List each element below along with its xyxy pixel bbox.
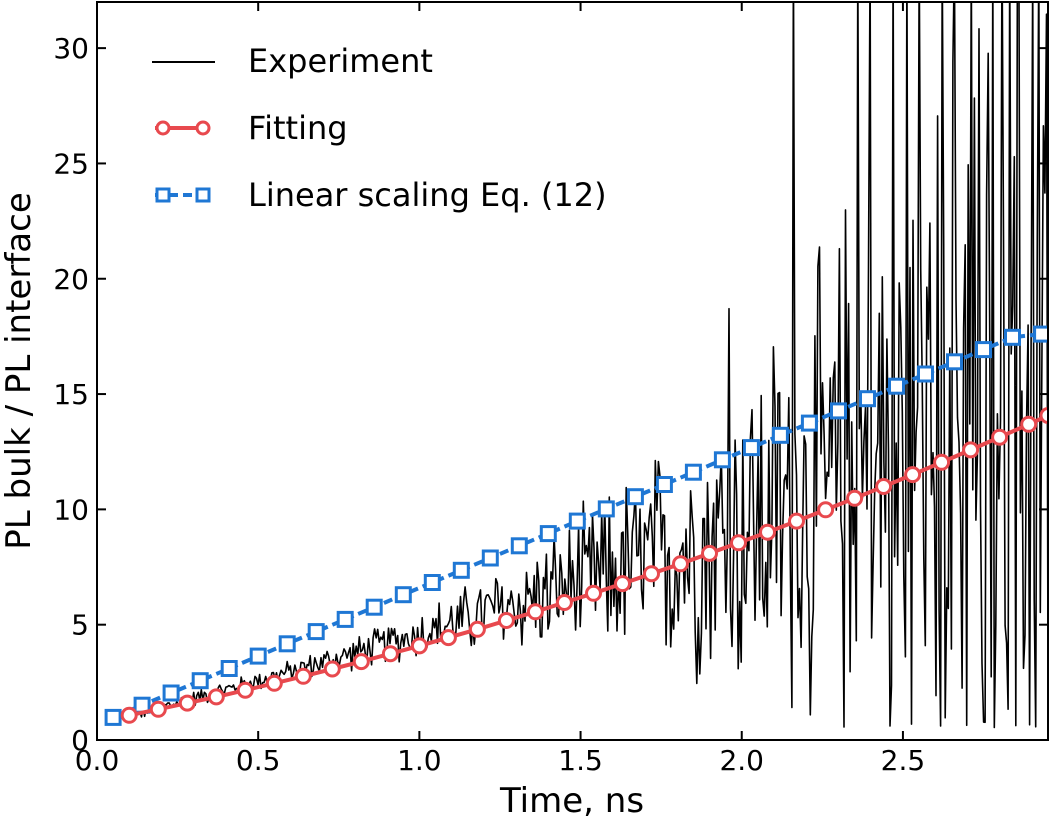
series-fitting-marker	[846, 489, 864, 507]
series-linear-marker	[104, 708, 122, 726]
series-fitting-marker	[120, 706, 138, 724]
y-tick-label: 5	[71, 609, 89, 642]
series-linear-marker	[568, 512, 586, 530]
series-fitting-marker	[207, 688, 225, 706]
x-tick-label: 1.5	[558, 744, 603, 777]
legend-label-linear: Linear scaling Eq. (12)	[248, 176, 607, 214]
series-linear-marker	[946, 353, 963, 371]
series-linear-marker	[539, 525, 557, 543]
series-fitting-marker	[614, 575, 631, 593]
legend-marker-linear-1	[155, 187, 171, 203]
legend: Experiment Fitting Linear scaling Eq. (1…	[152, 42, 607, 214]
series-fitting-marker	[759, 523, 776, 541]
series-fitting-marker	[701, 544, 718, 562]
series-linear-marker	[307, 623, 325, 641]
series-linear-marker	[191, 672, 209, 690]
series-fitting-marker	[962, 441, 980, 459]
series-fitting-marker	[730, 534, 747, 552]
plot-area	[104, 2, 1048, 729]
x-tick-label: 1.0	[397, 744, 442, 777]
legend-marker-linear-2	[195, 187, 211, 203]
series-linear-marker	[249, 647, 267, 665]
x-axis-label: Time, ns	[499, 781, 644, 821]
series-fitting-marker	[265, 674, 283, 692]
y-tick-label: 30	[53, 32, 89, 65]
series-linear-marker	[713, 451, 731, 469]
series-fitting-marker	[410, 637, 428, 655]
legend-marker-fitting-1	[155, 120, 171, 136]
y-tick-label: 10	[53, 493, 89, 526]
series-fitting-marker	[294, 667, 312, 685]
series-fitting-marker	[497, 612, 515, 629]
series-fitting-marker	[817, 501, 835, 519]
series-linear-marker	[1004, 328, 1021, 346]
series-fitting-marker	[526, 603, 544, 621]
series-fitting-marker	[323, 660, 341, 678]
series-fitting-marker	[381, 645, 399, 663]
series-fitting-marker	[236, 681, 254, 699]
series-fitting-marker	[555, 594, 573, 611]
series-linear-marker	[220, 660, 238, 677]
series-linear-marker	[830, 402, 847, 420]
series-experiment-line	[128, 2, 1048, 729]
x-tick-label: 0.5	[236, 744, 281, 777]
series-linear-marker	[684, 463, 702, 481]
series-fitting-marker	[468, 620, 486, 638]
series-fitting-marker	[439, 629, 457, 647]
series-linear-marker	[423, 574, 441, 591]
series-linear-marker	[888, 377, 905, 395]
series-fitting-marker	[788, 512, 805, 530]
series-linear-marker	[278, 635, 296, 653]
series-fitting-marker	[149, 700, 167, 718]
y-tick-label: 20	[53, 263, 89, 296]
series-linear-marker	[655, 476, 673, 493]
series-fitting-marker	[933, 453, 951, 471]
y-axis-label: PL bulk / PL interface	[0, 192, 39, 549]
series-linear-marker	[365, 598, 383, 616]
series-linear-marker	[394, 586, 412, 604]
x-tick-label: 2.0	[719, 744, 764, 777]
series-fitting-marker	[904, 466, 922, 484]
series-linear-marker	[975, 341, 992, 359]
series-linear-marker	[510, 537, 528, 555]
series-linear-marker	[626, 488, 644, 506]
plot-frame	[96, 1, 1049, 741]
series-fitting-marker	[672, 555, 689, 573]
series-linear-marker	[771, 426, 789, 444]
series-linear-marker	[742, 439, 760, 457]
series-layer	[104, 2, 1048, 729]
y-tick-label: 0	[71, 724, 89, 757]
legend-label-experiment: Experiment	[248, 42, 433, 80]
series-fitting-marker	[585, 584, 602, 602]
series-fitting-marker	[1020, 415, 1038, 433]
series-linear-marker	[859, 390, 876, 408]
legend-label-fitting: Fitting	[248, 109, 348, 147]
series-linear-marker	[597, 500, 615, 518]
series-linear-marker	[917, 365, 934, 383]
y-tick-label: 25	[53, 147, 89, 180]
series-linear-marker	[452, 561, 470, 579]
series-fitting-marker	[643, 565, 660, 583]
series-linear-marker	[800, 414, 818, 432]
series-linear-marker	[481, 549, 499, 567]
series-fitting-marker	[178, 694, 196, 712]
series-linear-marker	[336, 610, 354, 628]
x-tick-label: 0.0	[75, 744, 120, 777]
series-fitting-marker	[1039, 407, 1048, 424]
series-fitting-marker	[991, 428, 1009, 446]
x-tick-label: 2.5	[881, 744, 926, 777]
y-tick-label: 15	[53, 378, 89, 411]
legend-marker-fitting-2	[195, 120, 211, 136]
series-fitting-marker	[352, 653, 370, 671]
ticks-layer: 0.0 0.5 1.0 1.5 2.0 2.5 0 5 10 15 20 25 30	[53, 2, 1048, 777]
series-linear-marker	[162, 684, 180, 702]
series-fitting-marker	[875, 478, 893, 495]
series-linear-marker	[1033, 325, 1048, 343]
